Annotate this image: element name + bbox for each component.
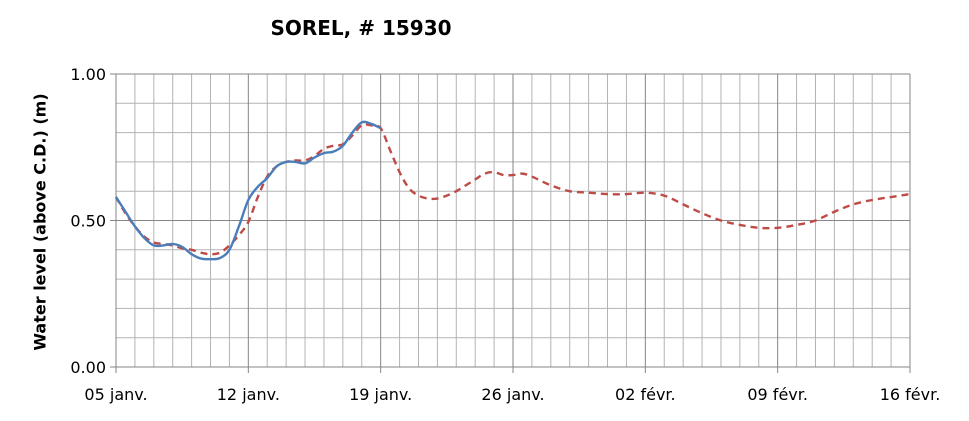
- y-axis-tick-labels: 0.00 0.50 1.00: [70, 65, 106, 377]
- x-tick-label: 05 janv.: [84, 385, 147, 404]
- x-tick-label: 02 févr.: [615, 385, 676, 404]
- axes: [110, 73, 911, 373]
- data-series: [114, 120, 911, 261]
- x-tick-label: 19 janv.: [349, 385, 412, 404]
- predicted-series-line: [114, 123, 911, 256]
- x-axis-tick-labels: 05 janv. 12 janv. 19 janv. 26 janv. 02 févr.…: [84, 385, 940, 404]
- y-tick-label: 1.00: [70, 65, 106, 84]
- x-tick-label: 16 févr.: [880, 385, 941, 404]
- y-tick-label: 0.50: [70, 212, 106, 231]
- major-gridlines: [115, 73, 911, 368]
- x-tick-label: 12 janv.: [217, 385, 280, 404]
- x-tick-label: 26 janv.: [481, 385, 544, 404]
- observed-series-line: [114, 120, 382, 261]
- chart-title: SOREL, # 15930: [270, 16, 452, 40]
- y-tick-label: 0.00: [70, 358, 106, 377]
- x-tick-label: 09 févr.: [747, 385, 808, 404]
